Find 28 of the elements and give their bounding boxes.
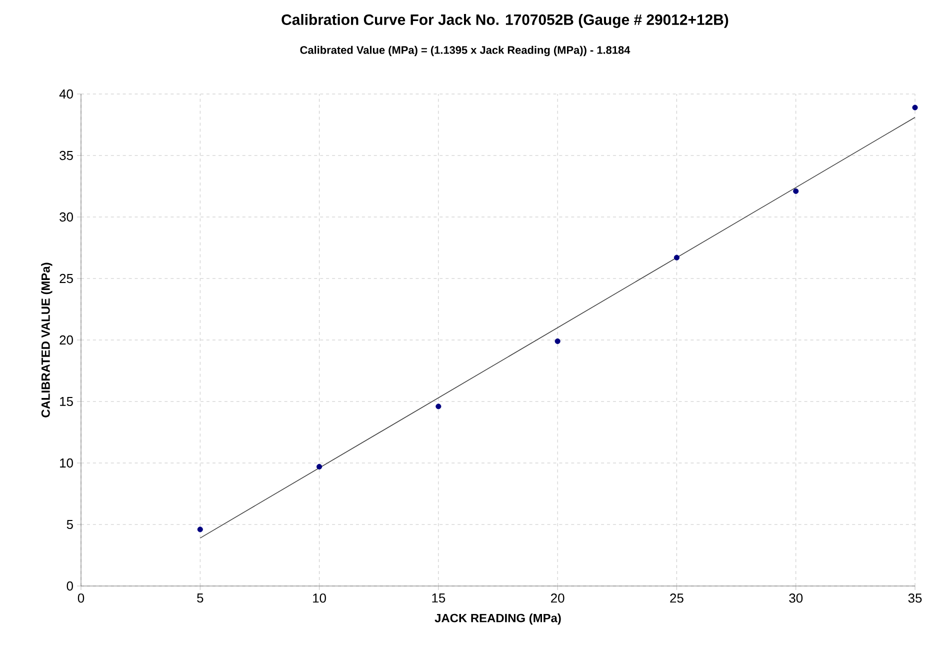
point [436,404,442,410]
point [912,104,918,110]
y-tick-label: 40 [59,89,73,99]
x-tick-label: 5 [197,594,204,603]
point [554,338,560,344]
y-tick-label: 5 [66,520,73,530]
y-tick-label: 25 [60,274,73,284]
x-tick-label: 30 [789,594,803,603]
x-axis-title: JACK READING (MPa) [434,614,561,625]
y-tick-label: 0 [66,581,73,591]
x-tick-label: 25 [670,594,684,603]
point [674,254,680,260]
x-tick-label: 35 [908,594,922,603]
x-tick-label: 10 [313,594,326,603]
point [793,188,799,194]
y-tick-label: 15 [60,396,73,406]
y-tick-label: 10 [60,458,73,468]
y-tick-label: 30 [60,212,73,222]
y-tick-label: 35 [60,150,73,160]
chart-subtitle: Calibrated Value (MPa) = (1.1395 x Jack Reading (MPa)) - 1.8184 [300,46,630,56]
chart-title: Calibration Curve For Jack No. 1707052B (Gauge # 29012+12B) [282,14,728,28]
x-tick-label: 0 [78,594,84,603]
y-axis-title: CALIBRATED VALUE (MPa) [41,262,52,418]
point [316,464,322,470]
point [197,526,203,532]
x-tick-label: 20 [551,594,564,603]
y-tick-label: 20 [60,335,73,345]
x-tick-label: 15 [432,594,446,603]
